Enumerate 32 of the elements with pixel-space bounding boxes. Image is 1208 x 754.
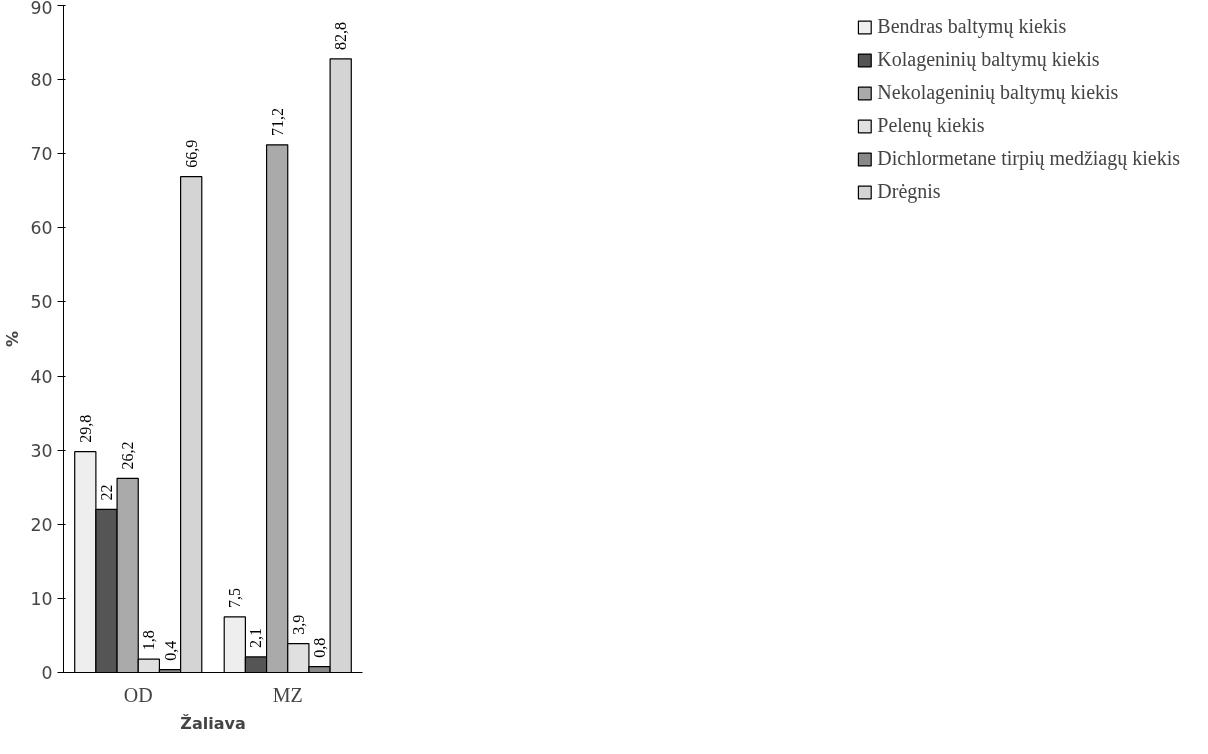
data-label: 26,2 [119,441,137,470]
y-axis-title: % [3,330,23,348]
y-tick-label: 30 [30,440,53,461]
y-tick-label: 80 [30,70,53,91]
x-tick-label: OD [123,683,153,706]
data-label: 1,8 [140,630,158,651]
data-label: 82,8 [332,21,350,50]
y-tick-label: 90 [30,0,53,18]
data-label: 7,5 [226,588,244,609]
data-label: 66,9 [182,139,200,168]
legend-label: Kolageninių baltymų kiekis [877,48,1100,71]
y-tick-label: 40 [30,366,53,387]
y-tick-label: 70 [30,144,53,165]
y-tick-label: 0 [41,663,53,683]
data-label: 71,2 [268,107,286,136]
data-label: 0,8 [311,637,329,658]
y-tick-label: 10 [30,588,53,609]
legend-label: Dichlormetane tirpių medžiagų kiekis [877,147,1180,170]
data-label: 2,1 [247,628,265,649]
legend-label: Bendras baltymų kiekis [877,15,1067,38]
legend-label: Pelenų kiekis [877,114,985,137]
x-axis-title: Žaliava [180,713,246,733]
data-label: 3,9 [289,614,307,635]
data-label: 0,4 [161,640,179,661]
data-label: 22 [97,484,115,501]
x-tick-label: MZ [272,683,303,706]
legend-label: Drėgnis [877,180,941,203]
y-tick-label: 20 [30,514,53,535]
y-tick-label: 50 [30,292,53,313]
data-label: 29,8 [76,414,94,443]
y-tick-label: 60 [30,218,53,239]
legend-label: Nekolageninių baltymų kiekis [877,81,1119,104]
